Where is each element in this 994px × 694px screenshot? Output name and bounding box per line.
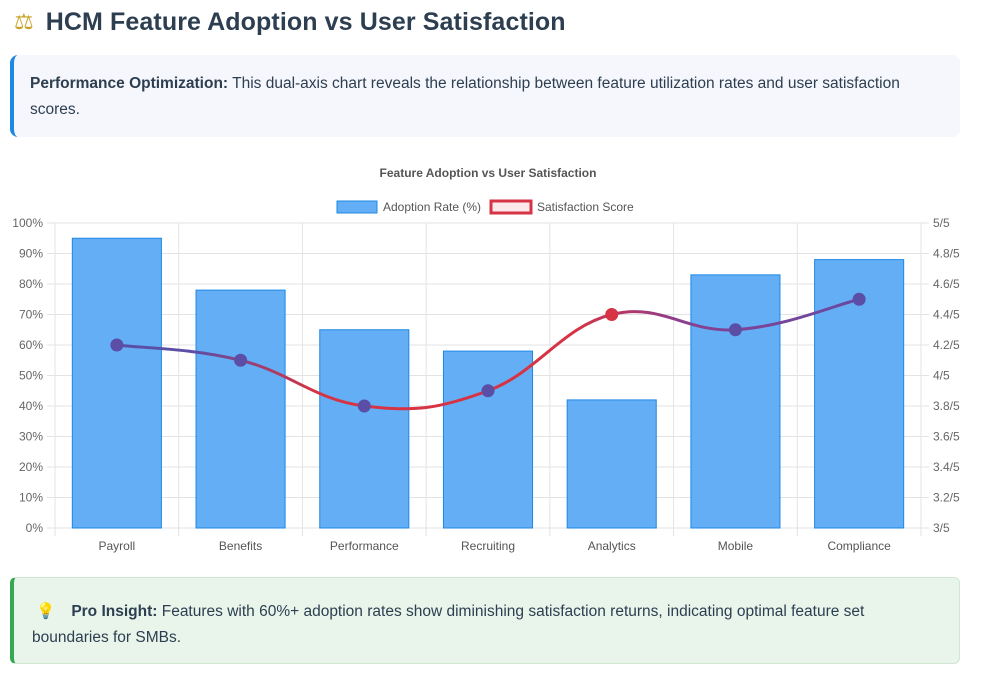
x-tick-label: Payroll: [99, 539, 136, 553]
y-left-tick-label: 50%: [19, 369, 43, 383]
chart-title: Feature Adoption vs User Satisfaction: [380, 166, 597, 180]
y-left-tick-label: 60%: [19, 338, 43, 352]
info-callout: Performance Optimization: This dual-axis…: [10, 55, 960, 137]
x-tick-label: Analytics: [588, 539, 636, 553]
satisfaction-point-analytics[interactable]: [606, 309, 618, 321]
x-tick-label: Mobile: [718, 539, 754, 553]
legend-swatch-satisfaction[interactable]: [491, 201, 531, 213]
insight-callout: 💡 Pro Insight: Features with 60%+ adoptio…: [10, 577, 960, 664]
satisfaction-point-mobile[interactable]: [729, 324, 741, 336]
page-header: ⚖ HCM Feature Adoption vs User Satisfact…: [14, 4, 566, 40]
legend-label-adoption[interactable]: Adoption Rate (%): [383, 200, 481, 214]
y-left-tick-label: 100%: [12, 216, 43, 230]
legend-swatch-adoption[interactable]: [337, 201, 377, 213]
satisfaction-point-benefits[interactable]: [235, 354, 247, 366]
bar-benefits[interactable]: [196, 290, 285, 528]
bar-analytics[interactable]: [567, 400, 656, 528]
legend-label-satisfaction[interactable]: Satisfaction Score: [537, 200, 634, 214]
y-right-tick-label: 3.8/5: [933, 399, 960, 413]
y-left-tick-label: 80%: [19, 277, 43, 291]
balance-scale-icon: ⚖: [14, 10, 34, 35]
x-tick-label: Compliance: [827, 539, 891, 553]
y-left-tick-label: 20%: [19, 460, 43, 474]
lightbulb-icon: 💡: [36, 602, 55, 620]
y-right-tick-label: 4.4/5: [933, 308, 960, 322]
page-title: HCM Feature Adoption vs User Satisfactio…: [46, 8, 566, 37]
y-left-tick-label: 10%: [19, 491, 43, 505]
x-tick-label: Benefits: [219, 539, 262, 553]
y-right-tick-label: 4.6/5: [933, 277, 960, 291]
satisfaction-point-recruiting[interactable]: [482, 385, 494, 397]
insight-callout-label: Pro Insight:: [71, 603, 157, 620]
y-left-tick-label: 70%: [19, 308, 43, 322]
bar-performance[interactable]: [320, 330, 409, 528]
bar-payroll[interactable]: [72, 238, 161, 528]
y-right-tick-label: 4.2/5: [933, 338, 960, 352]
satisfaction-point-compliance[interactable]: [853, 293, 865, 305]
y-right-tick-label: 3/5: [933, 521, 950, 535]
chart-container: Feature Adoption vs User Satisfaction Ado…: [0, 155, 994, 565]
y-left-tick-label: 90%: [19, 247, 43, 261]
x-tick-label: Recruiting: [461, 539, 515, 553]
y-right-tick-label: 4/5: [933, 369, 950, 383]
bar-mobile[interactable]: [691, 275, 780, 528]
dual-axis-chart: Feature Adoption vs User Satisfaction Ado…: [0, 155, 994, 565]
satisfaction-point-payroll[interactable]: [111, 339, 123, 351]
y-left-tick-label: 40%: [19, 399, 43, 413]
insight-callout-text: Features with 60%+ adoption rates show d…: [32, 603, 864, 646]
y-right-tick-label: 3.2/5: [933, 491, 960, 505]
x-tick-label: Performance: [330, 539, 399, 553]
info-callout-label: Performance Optimization:: [30, 75, 228, 92]
y-right-tick-label: 5/5: [933, 216, 950, 230]
bar-recruiting[interactable]: [443, 351, 532, 528]
y-right-tick-label: 4.8/5: [933, 247, 960, 261]
y-right-tick-label: 3.4/5: [933, 460, 960, 474]
y-right-tick-label: 3.6/5: [933, 430, 960, 444]
y-left-tick-label: 30%: [19, 430, 43, 444]
satisfaction-point-performance[interactable]: [358, 400, 370, 412]
y-left-tick-label: 0%: [26, 521, 44, 535]
